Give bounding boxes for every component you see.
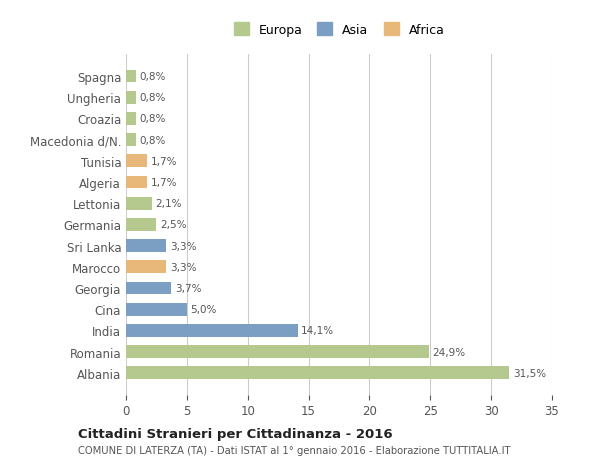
Bar: [126, 303, 187, 316]
Text: 0,8%: 0,8%: [139, 93, 166, 103]
Bar: [126, 155, 146, 168]
Text: 2,1%: 2,1%: [155, 199, 182, 209]
Text: 24,9%: 24,9%: [433, 347, 466, 357]
Bar: [126, 71, 136, 83]
Text: COMUNE DI LATERZA (TA) - Dati ISTAT al 1° gennaio 2016 - Elaborazione TUTTITALIA: COMUNE DI LATERZA (TA) - Dati ISTAT al 1…: [78, 445, 511, 455]
Bar: [126, 261, 166, 274]
Text: Cittadini Stranieri per Cittadinanza - 2016: Cittadini Stranieri per Cittadinanza - 2…: [78, 427, 392, 440]
Text: 2,5%: 2,5%: [160, 220, 187, 230]
Bar: [126, 134, 136, 147]
Text: 3,3%: 3,3%: [170, 262, 196, 272]
Bar: [126, 197, 152, 210]
Text: 1,7%: 1,7%: [151, 157, 177, 167]
Bar: [126, 113, 136, 125]
Text: 3,3%: 3,3%: [170, 241, 196, 251]
Bar: [126, 367, 509, 379]
Text: 0,8%: 0,8%: [139, 114, 166, 124]
Bar: [126, 325, 298, 337]
Text: 5,0%: 5,0%: [191, 304, 217, 314]
Text: 31,5%: 31,5%: [513, 368, 546, 378]
Bar: [126, 346, 429, 358]
Bar: [126, 218, 157, 231]
Text: 0,8%: 0,8%: [139, 72, 166, 82]
Legend: Europa, Asia, Africa: Europa, Asia, Africa: [227, 17, 451, 43]
Text: 0,8%: 0,8%: [139, 135, 166, 146]
Bar: [126, 176, 146, 189]
Bar: [126, 92, 136, 104]
Text: 1,7%: 1,7%: [151, 178, 177, 188]
Bar: [126, 282, 171, 295]
Text: 3,7%: 3,7%: [175, 283, 201, 293]
Bar: [126, 240, 166, 252]
Text: 14,1%: 14,1%: [301, 326, 334, 336]
